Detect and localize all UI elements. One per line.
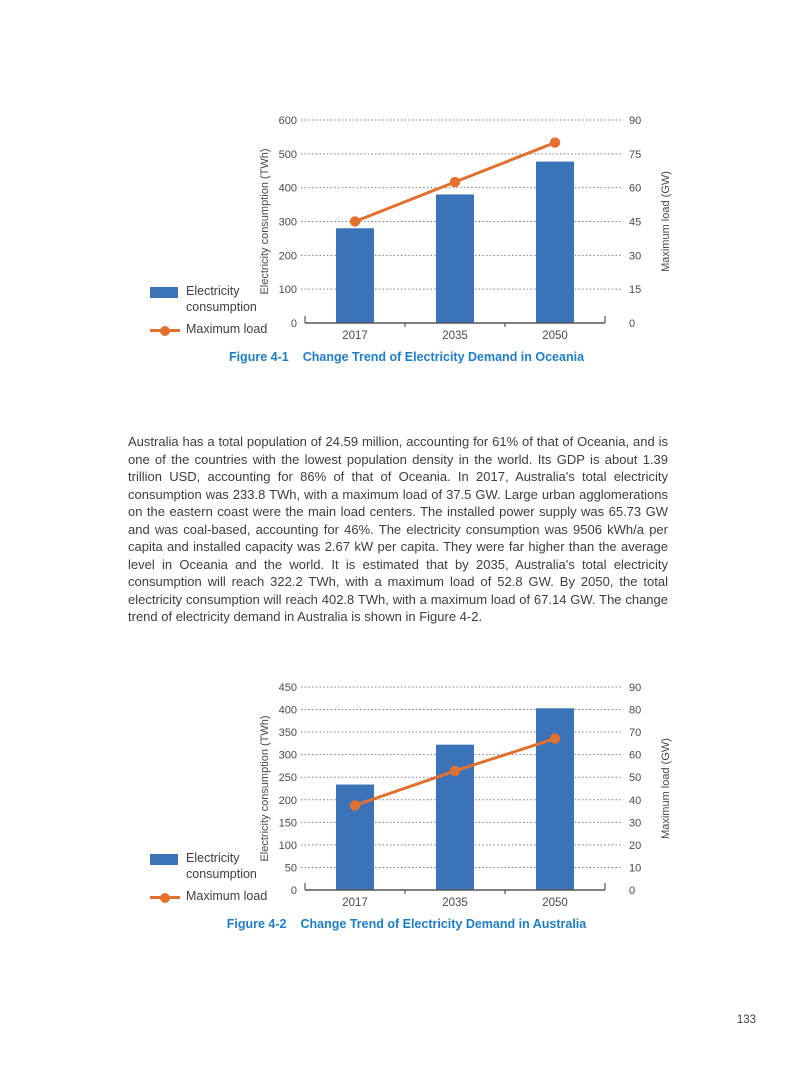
right-axis-title: Maximum load (GW) (660, 738, 672, 839)
legend-line-marker-icon (150, 325, 180, 336)
legend-line-marker-icon (150, 892, 180, 903)
legend-label: Maximum load (186, 889, 268, 903)
data-point-marker (549, 137, 561, 148)
bar-electricity-consumption (436, 194, 474, 323)
left-axis-tick-label: 0 (291, 885, 297, 897)
data-point-marker (449, 765, 461, 777)
left-axis-tick-label: 600 (279, 115, 297, 127)
right-axis-tick-label: 70 (629, 727, 641, 739)
left-axis-tick-label: 350 (279, 727, 297, 739)
figure-4-2: Electricity consumption Maximum load 0 50… (0, 670, 793, 952)
left-axis-title: Electricity consumption (TWh) (259, 715, 271, 861)
right-axis-tick-label: 60 (629, 750, 641, 762)
right-axis-tick-label: 15 (629, 284, 641, 296)
legend-bar-swatch-icon (150, 287, 178, 298)
left-axis-tick-label: 300 (279, 750, 297, 762)
right-axis-tick-label: 50 (629, 772, 641, 784)
legend-item-electricity-consumption: Electricity consumption (150, 851, 268, 882)
legend-label: Electricity consumption (186, 284, 257, 314)
figure-number: Figure 4-2 (226, 917, 287, 931)
left-axis-tick-label: 250 (279, 772, 297, 784)
legend-label: Electricity consumption (186, 851, 257, 881)
right-axis-tick-label: 90 (629, 115, 641, 127)
x-axis-category-label: 2050 (542, 897, 568, 909)
left-axis-tick-label: 400 (279, 705, 297, 717)
bar-electricity-consumption (336, 228, 374, 323)
right-axis-tick-label: 20 (629, 840, 641, 852)
combo-chart-australia: 0 50 100 150 200 250 300 350 400 450 0 10 20 30 40 50 60… (259, 682, 672, 909)
left-axis-tick-label: 300 (279, 217, 297, 229)
right-axis-tick-label: 45 (629, 217, 641, 229)
right-axis-tick-label: 10 (629, 862, 641, 874)
data-point-marker (349, 800, 361, 811)
data-point-marker (549, 733, 561, 744)
chart-legend: Electricity consumption Maximum load (150, 851, 268, 912)
right-axis-tick-label: 30 (629, 817, 641, 829)
data-point-marker (449, 176, 461, 188)
left-axis-tick-label: 50 (285, 862, 297, 874)
x-axis-category-label: 2017 (342, 330, 368, 342)
bar-electricity-consumption (536, 161, 574, 323)
right-axis-tick-label: 90 (629, 682, 641, 694)
left-axis-tick-label: 0 (291, 318, 297, 330)
x-axis-category-label: 2050 (542, 330, 568, 342)
legend-item-maximum-load: Maximum load (150, 889, 268, 905)
left-axis-tick-label: 100 (279, 284, 297, 296)
legend-dot-icon (160, 892, 170, 903)
left-axis-tick-label: 400 (279, 183, 297, 195)
data-point-marker (349, 216, 361, 227)
right-axis-tick-label: 75 (629, 149, 641, 161)
left-axis-tick-label: 100 (279, 840, 297, 852)
figure-4-1: Electricity consumption Maximum load 0 10… (0, 103, 793, 385)
figure-caption: Figure 4-2 Change Trend of Electricity De… (20, 917, 793, 931)
right-axis-tick-label: 60 (629, 183, 641, 195)
body-paragraph: Australia has a total population of 24.5… (128, 434, 668, 624)
legend-item-maximum-load: Maximum load (150, 322, 268, 338)
right-axis-tick-label: 40 (629, 795, 641, 807)
combo-chart-oceania: 0 100 200 300 400 500 600 0 15 30 45 60 75 90 2017 2035… (259, 115, 672, 342)
x-axis-category-label: 2035 (442, 897, 468, 909)
figure-title: Change Trend of Electricity Demand in Oc… (302, 350, 585, 364)
right-axis-tick-label: 0 (629, 885, 635, 897)
legend-item-electricity-consumption: Electricity consumption (150, 284, 268, 315)
right-axis-tick-label: 80 (629, 705, 641, 717)
legend-dot-icon (160, 325, 170, 336)
chart-legend: Electricity consumption Maximum load (150, 284, 268, 345)
right-axis-tick-label: 30 (629, 250, 641, 262)
figure-caption: Figure 4-1 Change Trend of Electricity De… (20, 350, 793, 364)
page-number: 133 (736, 1014, 756, 1026)
left-axis-tick-label: 200 (279, 795, 297, 807)
legend-bar-swatch-icon (150, 854, 178, 865)
right-axis-tick-label: 0 (629, 318, 635, 330)
right-axis-title: Maximum load (GW) (660, 171, 672, 272)
left-axis-tick-label: 500 (279, 149, 297, 161)
legend-label: Maximum load (186, 322, 268, 336)
left-axis-tick-label: 450 (279, 682, 297, 694)
left-axis-title: Electricity consumption (TWh) (259, 148, 271, 294)
left-axis-tick-label: 200 (279, 250, 297, 262)
left-axis-tick-label: 150 (279, 817, 297, 829)
figure-title: Change Trend of Electricity Demand in Au… (300, 917, 587, 931)
x-axis-category-label: 2035 (442, 330, 468, 342)
x-axis-category-label: 2017 (342, 897, 368, 909)
figure-number: Figure 4-1 (228, 350, 289, 364)
